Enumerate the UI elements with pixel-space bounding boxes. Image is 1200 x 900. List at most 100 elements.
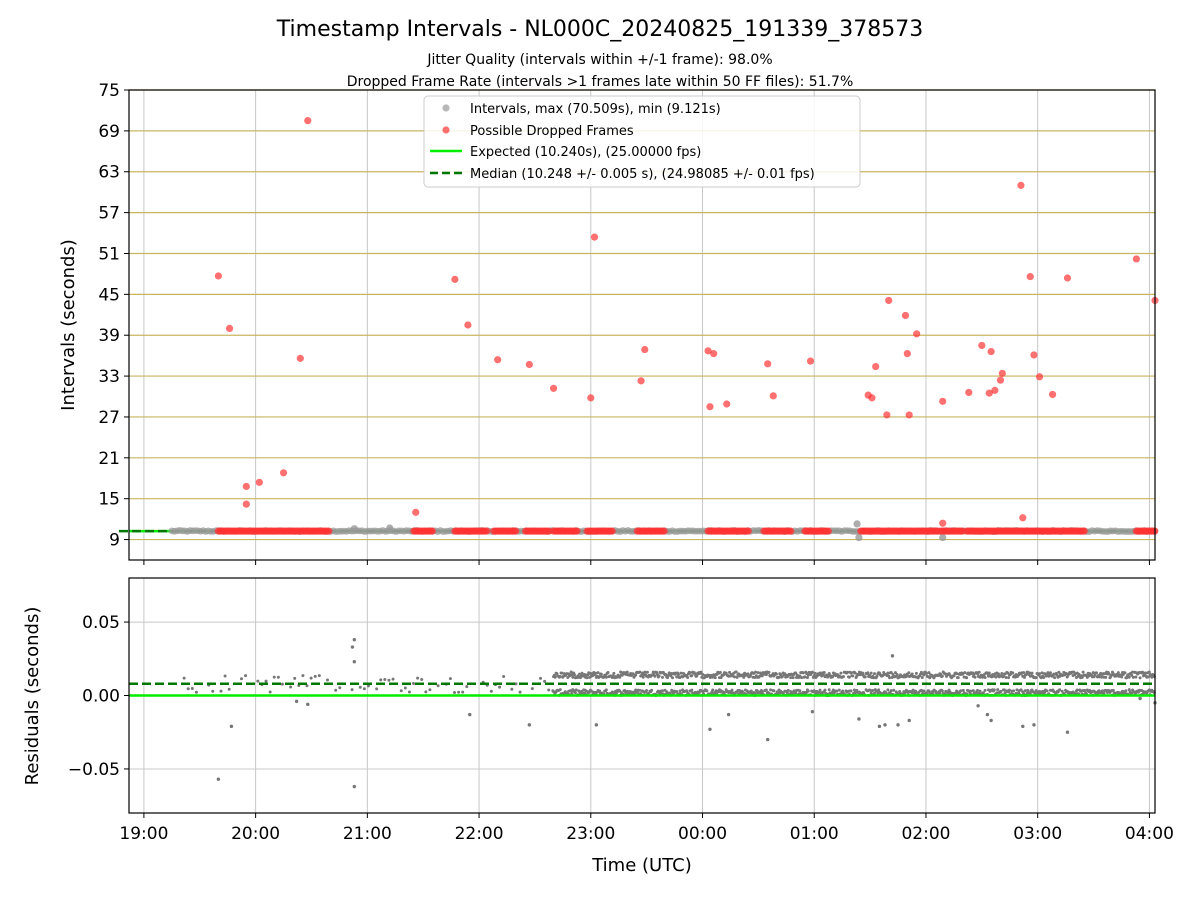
- residual-point: [767, 670, 771, 674]
- residual-point: [223, 674, 227, 678]
- residual-point: [676, 673, 680, 677]
- residual-point: [1130, 673, 1134, 677]
- residual-point: [1134, 675, 1138, 679]
- residual-point: [818, 688, 822, 692]
- residual-point: [1038, 672, 1042, 676]
- residual-outlier-12: [726, 712, 731, 717]
- residual-point: [910, 672, 914, 676]
- top-ytick-label-5: 39: [98, 326, 120, 346]
- residual-point: [1123, 671, 1127, 675]
- residual-point: [403, 686, 407, 690]
- residual-point: [1007, 676, 1011, 680]
- bottom-xtick-label-5: 00:00: [678, 824, 727, 844]
- residual-point: [280, 682, 284, 686]
- dropped-point-39: [987, 347, 995, 356]
- residual-point: [927, 671, 931, 675]
- top-plot-frame: [128, 89, 1156, 561]
- residual-point: [875, 674, 879, 678]
- residual-outlier-9: [527, 723, 532, 727]
- residual-outlier-14: [810, 709, 815, 714]
- residual-point: [227, 687, 231, 691]
- dropped-band-point: [512, 527, 520, 535]
- residual-point: [619, 670, 623, 674]
- residual-point: [742, 675, 746, 679]
- residual-point: [510, 687, 514, 691]
- residual-point: [786, 688, 790, 692]
- residual-point: [679, 671, 683, 675]
- residual-point: [264, 679, 268, 683]
- residual-point: [651, 670, 655, 674]
- top-ytick-label-11: 75: [98, 81, 120, 101]
- residual-point: [871, 689, 875, 693]
- residual-point: [1125, 676, 1129, 680]
- top-axes: 9 15 21 27 33 39 45 51 57 63 69 75: [98, 81, 1150, 565]
- residual-outlier-7: [306, 702, 310, 707]
- dropped-point-10: [464, 321, 472, 329]
- bottom-xtick-label-0: 19:00: [119, 824, 168, 844]
- dropped-point-1: [225, 324, 234, 333]
- top-ytick-label-4: 33: [98, 367, 120, 387]
- residual-point: [835, 689, 839, 693]
- residual-point: [1124, 689, 1128, 693]
- residual-point: [779, 673, 783, 677]
- residual-point: [379, 678, 383, 682]
- residual-point: [498, 685, 502, 689]
- residual-point: [650, 688, 654, 692]
- residual-outlier-20: [907, 718, 911, 723]
- residual-point: [785, 691, 789, 695]
- bottom-xtick-label-1: 20:00: [231, 824, 280, 844]
- residual-point: [730, 688, 734, 692]
- residual-point: [992, 688, 996, 692]
- bottom-xtick-label-9: 04:00: [1125, 824, 1174, 844]
- residual-point: [1147, 670, 1151, 674]
- dropped-point-48: [1048, 390, 1057, 399]
- residual-point: [805, 676, 809, 680]
- residual-point: [1045, 689, 1049, 693]
- residual-point: [888, 676, 892, 680]
- dropped-point-41: [996, 376, 1005, 384]
- residual-outlier-22: [985, 712, 990, 717]
- residual-point: [827, 688, 831, 692]
- residual-point: [841, 675, 845, 679]
- bottom-xtick-label-2: 21:00: [343, 824, 392, 844]
- residual-point: [391, 677, 395, 681]
- residual-point: [733, 675, 737, 679]
- dropped-point-22: [764, 360, 772, 368]
- chart-subtitle-dropped: Dropped Frame Rate (intervals >1 frames …: [347, 74, 854, 90]
- residual-point: [1060, 689, 1064, 693]
- residual-point: [1053, 676, 1057, 680]
- residual-point: [963, 671, 967, 675]
- dropped-point-0: [214, 272, 222, 280]
- dropped-point-24: [806, 357, 815, 365]
- residual-point: [1116, 671, 1120, 675]
- bottom-ytick-label-2: 0.05: [82, 613, 120, 633]
- residual-outlier-19: [896, 723, 900, 727]
- residual-point: [914, 671, 918, 675]
- residual-point: [606, 670, 610, 674]
- residual-point: [1015, 688, 1019, 692]
- residual-point: [558, 674, 562, 678]
- dropped-point-3: [242, 500, 250, 508]
- bottom-x-axis-label: Time (UTC): [591, 855, 692, 876]
- residual-point: [593, 671, 597, 675]
- dropped-point-43: [1017, 181, 1025, 189]
- residual-point: [756, 671, 760, 675]
- residual-point: [539, 676, 543, 680]
- residual-point: [977, 670, 981, 674]
- residual-point: [611, 674, 615, 678]
- residual-point: [186, 687, 190, 691]
- chart-title: Timestamp Intervals - NL000C_20240825_19…: [276, 17, 923, 42]
- residual-point: [596, 671, 600, 675]
- residual-point: [705, 689, 709, 693]
- dropped-point-31: [903, 350, 911, 358]
- residual-point: [889, 670, 893, 674]
- dropped-point-32: [905, 411, 913, 419]
- residual-outlier-21: [976, 704, 980, 708]
- dropped-point-21: [723, 400, 731, 408]
- residual-point: [849, 671, 853, 675]
- residual-point: [632, 690, 636, 694]
- residual-point: [604, 675, 608, 679]
- residual-point: [907, 671, 911, 675]
- residual-point: [569, 670, 573, 674]
- residual-point: [1143, 671, 1147, 675]
